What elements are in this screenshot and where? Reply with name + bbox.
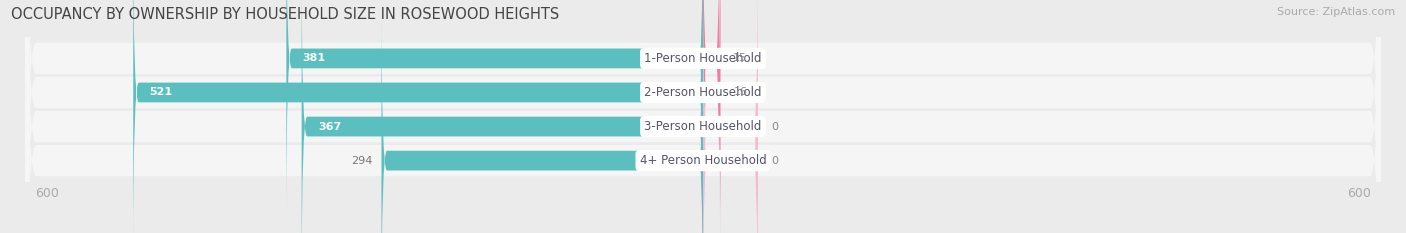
Text: 4+ Person Household: 4+ Person Household xyxy=(640,154,766,167)
FancyBboxPatch shape xyxy=(703,0,758,233)
FancyBboxPatch shape xyxy=(703,0,758,233)
FancyBboxPatch shape xyxy=(25,0,1381,233)
Text: OCCUPANCY BY OWNERSHIP BY HOUSEHOLD SIZE IN ROSEWOOD HEIGHTS: OCCUPANCY BY OWNERSHIP BY HOUSEHOLD SIZE… xyxy=(11,7,560,22)
FancyBboxPatch shape xyxy=(25,0,1381,233)
Text: 294: 294 xyxy=(352,156,373,166)
FancyBboxPatch shape xyxy=(703,0,720,233)
FancyBboxPatch shape xyxy=(302,0,703,233)
FancyBboxPatch shape xyxy=(703,0,720,219)
Text: 521: 521 xyxy=(149,87,173,97)
FancyBboxPatch shape xyxy=(25,0,1381,233)
Text: 0: 0 xyxy=(770,156,778,166)
FancyBboxPatch shape xyxy=(134,0,703,233)
Text: Source: ZipAtlas.com: Source: ZipAtlas.com xyxy=(1277,7,1395,17)
Text: 16: 16 xyxy=(734,87,748,97)
Text: 1-Person Household: 1-Person Household xyxy=(644,52,762,65)
Text: 15: 15 xyxy=(733,53,747,63)
Text: 381: 381 xyxy=(302,53,326,63)
FancyBboxPatch shape xyxy=(25,0,1381,233)
FancyBboxPatch shape xyxy=(381,0,703,233)
FancyBboxPatch shape xyxy=(287,0,703,219)
Text: 0: 0 xyxy=(770,122,778,132)
Text: 2-Person Household: 2-Person Household xyxy=(644,86,762,99)
Text: 367: 367 xyxy=(318,122,342,132)
Text: 3-Person Household: 3-Person Household xyxy=(644,120,762,133)
